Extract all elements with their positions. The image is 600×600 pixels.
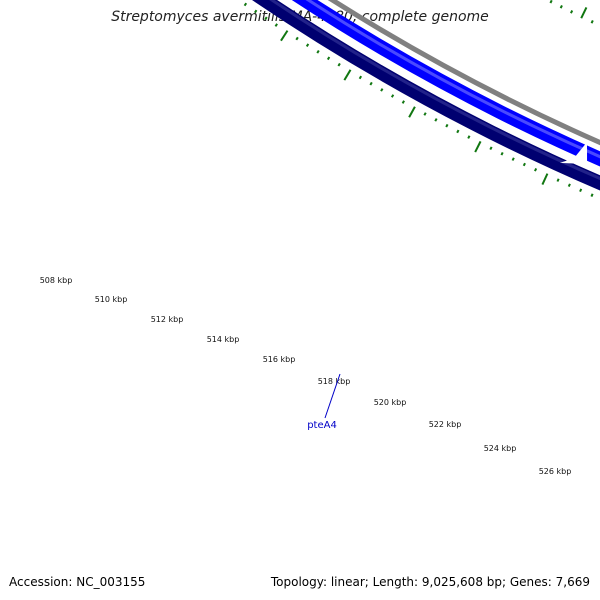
scale-minor-tick (369, 81, 373, 86)
forward-strand-feature-highlight (305, 0, 600, 159)
scale-minor-tick (556, 178, 560, 182)
scale-minor-tick (243, 2, 248, 7)
scale-tick-label: 526 kbp (539, 467, 572, 476)
scale-minor-tick (253, 9, 258, 14)
scale-tick-label: 508 kbp (40, 276, 73, 285)
gc-content-ticks-outer (549, 0, 594, 24)
scale-minor-tick (390, 94, 395, 98)
scale-tick-label: 510 kbp (95, 295, 128, 304)
scale-minor-tick (500, 151, 504, 156)
scale-tick-label: 516 kbp (263, 355, 296, 364)
gc-tick (570, 10, 574, 14)
reverse-strand-feature[interactable] (144, 0, 600, 352)
scale-tick-label: 524 kbp (484, 444, 517, 453)
gene-label-leader-line (324, 373, 341, 419)
scale-minor-tick (401, 100, 405, 104)
scale-minor-tick (305, 43, 310, 47)
scale-minor-tick (326, 56, 331, 61)
forward-strand-feature[interactable] (158, 0, 600, 330)
accession-label: Accession: NC_003155 (9, 575, 146, 589)
gc-content-ticks-inner (243, 2, 594, 197)
scale-minor-tick (408, 106, 416, 118)
scale-tick-label: 514 kbp (207, 335, 240, 344)
scale-minor-tick (264, 16, 268, 21)
scale-minor-tick (522, 162, 526, 167)
reverse-strand-feature-highlight (269, 0, 600, 181)
gc-tick (580, 6, 588, 19)
scale-minor-tick (434, 118, 438, 122)
gene-label-ptea4[interactable]: pteA4 (307, 420, 337, 431)
scale-minor-tick (467, 135, 471, 139)
genome-summary: Topology: linear; Length: 9,025,608 bp; … (270, 575, 590, 589)
scale-tick-label: 518 kbp (318, 377, 351, 386)
scale-minor-tick (423, 112, 427, 116)
scale-tick-label: 512 kbp (151, 315, 184, 324)
scale-ticks: 508 kbp 510 kbp 512 kbp 514 kbp 516 kbp 518 k… (40, 276, 572, 476)
gc-tick (559, 4, 563, 9)
scale-minor-tick (380, 88, 384, 92)
scale-minor-tick (316, 49, 320, 54)
gc-tick (549, 0, 553, 4)
scale-minor-tick (590, 193, 594, 197)
scale-minor-tick (358, 75, 363, 80)
scale-minor-tick (456, 129, 460, 134)
scale-minor-tick (274, 23, 278, 27)
scale-minor-tick (280, 30, 289, 42)
scale-minor-tick (579, 188, 583, 193)
scale-minor-tick (474, 140, 482, 153)
scale-minor-tick (343, 69, 352, 81)
scale-minor-tick (534, 167, 538, 172)
scale-minor-tick (489, 146, 493, 151)
scale-minor-tick (337, 62, 341, 67)
sequence-backbone (327, 0, 600, 146)
feature-boundary-marker (559, 142, 588, 165)
gc-tick (590, 20, 594, 24)
scale-minor-tick (295, 36, 299, 41)
scale-tick-label: 520 kbp (374, 398, 407, 407)
scale-minor-tick (511, 157, 515, 161)
scale-minor-tick (445, 123, 449, 128)
scale-minor-tick (567, 183, 571, 188)
scale-tick-label: 522 kbp (429, 420, 462, 429)
scale-minor-tick (541, 173, 549, 185)
